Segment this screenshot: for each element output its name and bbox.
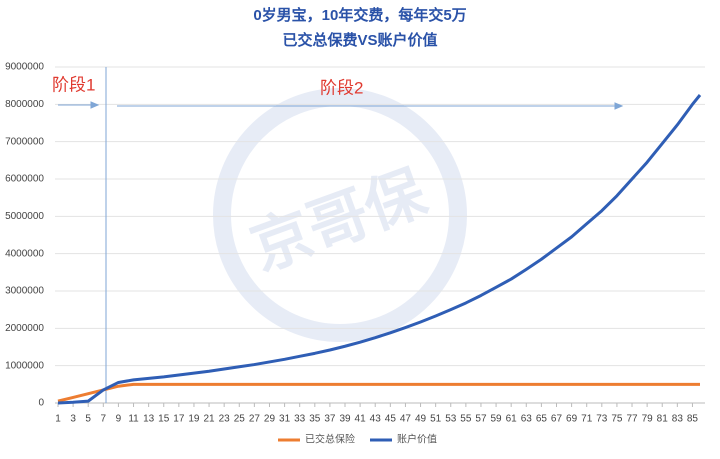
watermark-ring [213,88,467,342]
x-tick-label: 49 [415,414,427,425]
x-tick-label: 83 [672,414,684,425]
y-tick-label: 6000000 [5,174,44,185]
x-tick-label: 69 [566,414,578,425]
x-tick-label: 71 [581,414,593,425]
x-tick-label: 1 [55,414,61,425]
x-tick-label: 11 [128,414,139,425]
x-tick-label: 51 [430,414,442,425]
x-tick-label: 63 [521,414,533,425]
x-tick-label: 17 [173,414,185,425]
x-tick-label: 19 [188,414,200,425]
x-tick-label: 37 [324,414,336,425]
y-tick-label: 0 [38,398,44,409]
x-tick-label: 77 [626,414,638,425]
x-tick-label: 57 [475,414,487,425]
x-tick-label: 65 [536,414,548,425]
x-tick-label: 23 [219,414,231,425]
y-tick-label: 5000000 [5,211,44,222]
x-tick-label: 7 [101,414,107,425]
series-line [57,382,700,403]
x-tick-label: 85 [687,414,699,425]
x-tick-label: 13 [143,414,155,425]
y-tick-label: 4000000 [5,248,44,259]
legend-label: 已交总保险 [305,433,355,446]
x-tick-label: 25 [234,414,246,425]
x-tick-label: 35 [309,414,321,425]
x-tick-label: 55 [460,414,472,425]
series-line [57,94,702,405]
x-tick-label: 67 [551,414,563,425]
x-tick-label: 41 [355,414,367,425]
x-tick-label: 47 [400,414,412,425]
y-tick-label: 8000000 [5,99,44,110]
chart-title: 0岁男宝，10年交费，每年交5万 [253,6,466,24]
y-tick-label: 7000000 [5,136,44,147]
x-tick-label: 53 [445,414,457,425]
x-tick-label: 33 [294,414,306,425]
x-tick-label: 61 [506,414,518,425]
x-tick-label: 75 [611,414,623,425]
x-tick-label: 59 [491,414,503,425]
y-tick-label: 2000000 [5,323,44,334]
x-tick-label: 79 [642,414,654,425]
grid [55,66,705,404]
watermark: 京哥保 [242,158,435,283]
arrowhead [90,101,100,109]
x-tick-label: 29 [264,414,276,425]
x-tick-label: 73 [596,414,608,425]
arrowhead [614,102,624,110]
stage-arrows [58,67,624,403]
x-tick-label: 15 [158,414,170,425]
x-tick-label: 27 [249,414,261,425]
x-tick-label: 3 [70,414,76,425]
x-tick-label: 9 [116,414,122,425]
x-tick-label: 21 [203,414,215,425]
annotation: 阶段1 [52,75,95,94]
x-tick-label: 31 [279,414,291,425]
y-tick-label: 1000000 [5,360,44,371]
annotation: 阶段2 [320,78,363,97]
x-tick-label: 39 [339,414,351,425]
x-tick-label: 81 [657,414,669,425]
y-tick-label: 3000000 [5,286,44,297]
x-tick-label: 5 [85,414,91,425]
legend-label: 账户价值 [397,433,437,446]
x-tick-label: 45 [385,414,397,425]
chart-subtitle: 已交总保费VS账户价值 [282,31,437,49]
x-tick-label: 43 [370,414,382,425]
y-tick-label: 9000000 [5,62,44,73]
